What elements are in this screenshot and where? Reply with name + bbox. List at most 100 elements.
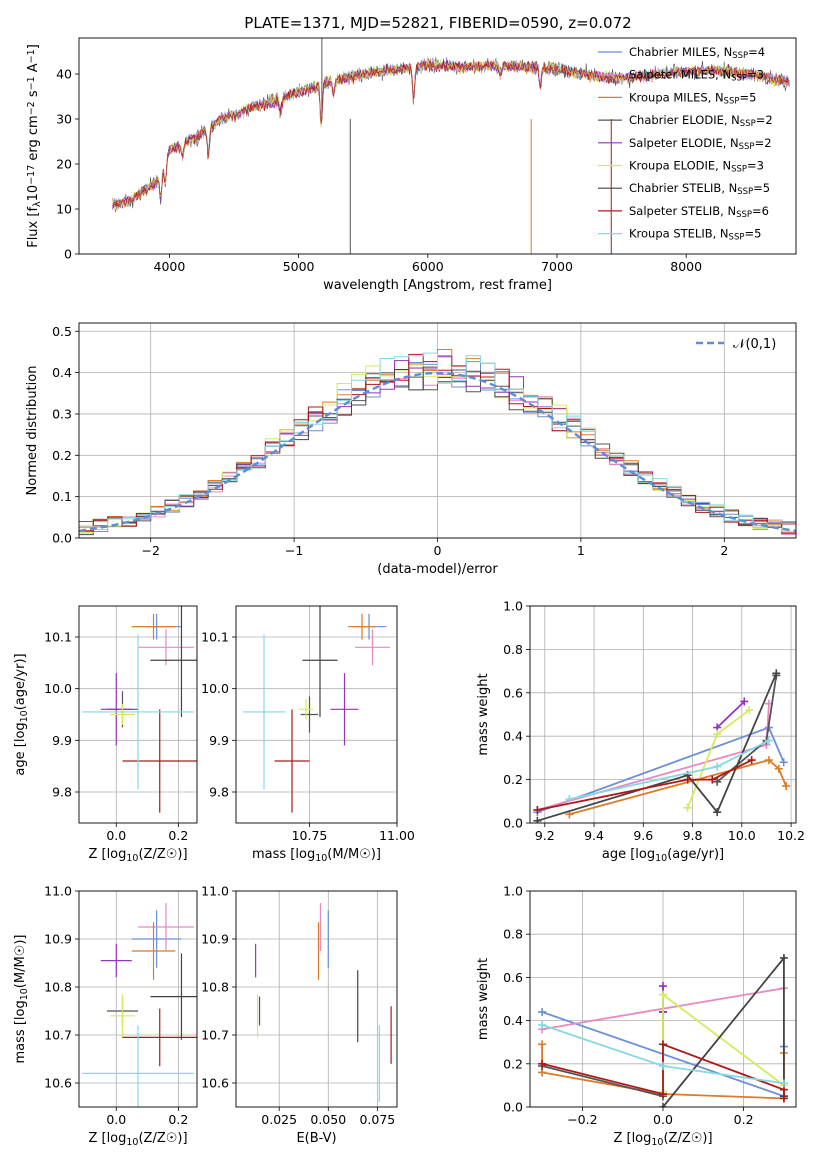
axes-frame [235, 605, 398, 824]
x-tick-label: 8000 [670, 259, 702, 274]
weight-marker [533, 805, 542, 814]
weight-marker [538, 1059, 547, 1068]
x-tick-label: 10.0 [728, 828, 756, 843]
y-axis-label: mass weight [476, 673, 491, 755]
axes-frame [235, 890, 398, 1108]
y-tick-label: 0.2 [503, 1056, 523, 1071]
y-tick-label: 10.7 [44, 1028, 72, 1043]
legend-entry: Chabrier ELODIE, NSSP=2 [629, 113, 773, 129]
panel-mass-vs-ebv: 0.025 0.050 0.075 10.6 10.7 10.8 10.9 11.0 E(B-V… [201, 884, 398, 1146]
spectrum-legend: Chabrier MILES, NSSP=4 Salpeter MILES, NS… [598, 45, 773, 243]
plot-area [112, 38, 790, 254]
y-tick-label: 10.0 [201, 681, 229, 696]
y-tick-label: 10.1 [201, 630, 229, 645]
legend-entry: Kroupa STELIB, NSSP=5 [629, 227, 761, 243]
x-tick-label: 0.0 [106, 828, 126, 843]
y-tick-label: 10 [56, 202, 72, 217]
weight-marker [683, 775, 692, 784]
legend-entry: Salpeter ELODIE, NSSP=2 [629, 136, 772, 152]
weight-line [569, 759, 787, 816]
x-axis-label: E(B-V) [296, 1131, 336, 1146]
y-tick-label: 0.8 [503, 642, 523, 657]
y-axis-label: age [log10(age/yr)] [13, 653, 30, 775]
axes-frame [529, 890, 797, 1108]
x-tick-label: 0.2 [168, 1112, 188, 1127]
panel-spectrum: 4000 5000 6000 7000 8000 0 10 20 30 40 Chabrier MI… [26, 37, 797, 293]
x-tick-label: 0.025 [261, 1112, 297, 1127]
plot-area [79, 349, 796, 536]
histogram-chabrier-elodie [79, 369, 796, 536]
y-tick-label: 20 [56, 157, 72, 172]
weight-marker [779, 1094, 788, 1103]
x-tick-label: 0.050 [310, 1112, 346, 1127]
y-tick-label: 0 [64, 247, 72, 262]
x-tick-label: 5000 [283, 259, 315, 274]
legend-entry: Kroupa ELODIE, NSSP=3 [629, 159, 764, 175]
y-tick-label: 9.8 [209, 785, 229, 800]
y-axis-label: mass weight [476, 958, 491, 1040]
axes-frame [78, 890, 198, 1108]
plot-area [82, 606, 197, 813]
y-tick-label: 0.2 [52, 448, 72, 463]
x-tick-label: 0.2 [168, 828, 188, 843]
x-axis-label: mass [log10(M/M☉)] [252, 847, 381, 864]
y-tick-label: 10.8 [201, 980, 229, 995]
weight-marker [745, 706, 754, 715]
legend-entry: Salpeter STELIB, NSSP=6 [629, 204, 769, 220]
y-tick-label: 0.3 [52, 406, 72, 421]
weight-marker [779, 758, 788, 767]
weight-marker [659, 1103, 667, 1107]
weight-marker [713, 777, 722, 786]
x-tick-label: 0 [434, 543, 442, 558]
y-tick-label: 10.0 [44, 681, 72, 696]
y-tick-label: 1.0 [503, 599, 523, 614]
weight-line [537, 672, 778, 822]
x-tick-label: 0.075 [359, 1112, 395, 1127]
y-tick-label: 0.2 [503, 772, 523, 787]
x-tick-label: 10.75 [292, 828, 328, 843]
weight-line [662, 955, 785, 1107]
weight-marker [683, 803, 692, 812]
panel-age-vs-Z: 0.0 0.2 9.8 9.9 10.0 10.1 Z [log10(Z/Z☉)] age [… [13, 605, 198, 864]
y-axis-label: Normed distribution [25, 366, 40, 496]
x-tick-label: 0.0 [653, 1112, 673, 1127]
weight-marker [659, 1061, 667, 1070]
y-tick-label: 10.8 [44, 980, 72, 995]
weight-marker [659, 1040, 667, 1049]
y-tick-label: 30 [56, 112, 72, 127]
weight-marker [659, 990, 667, 999]
x-tick-label: 9.8 [683, 828, 703, 843]
plot-area [82, 903, 197, 1107]
axes-frame [529, 605, 797, 824]
panel-age-vs-mass: 10.75 11.00 9.8 9.9 10.0 10.1 mass [log10(M/M☉… [201, 605, 415, 864]
weight-marker [740, 697, 749, 706]
axes-frame [78, 322, 797, 539]
x-tick-label: 9.4 [584, 828, 604, 843]
plot-area [243, 606, 390, 813]
y-tick-label: 0.8 [503, 927, 523, 942]
weight-marker [708, 775, 717, 784]
weight-marker [538, 1020, 547, 1029]
weight-marker [533, 816, 542, 823]
weight-marker [538, 1040, 547, 1049]
y-tick-label: 9.9 [52, 733, 72, 748]
panel-mass-vs-Z: 0.0 0.2 10.6 10.7 10.8 10.9 11.0 Z [log10(Z/Z☉)… [13, 884, 198, 1148]
y-tick-label: 11.0 [201, 884, 229, 899]
figure-title: PLATE=1371, MJD=52821, FIBERID=0590, z=0… [244, 14, 631, 32]
y-tick-label: 0.1 [52, 489, 72, 504]
normal-reference-curve [79, 371, 796, 532]
y-tick-label: 10.9 [201, 932, 229, 947]
y-tick-label: 0.6 [503, 970, 523, 985]
weight-marker [779, 1079, 788, 1088]
legend-entry: Salpeter MILES, NSSP=3 [629, 68, 764, 84]
x-tick-label: 6000 [412, 259, 444, 274]
weight-marker [747, 756, 756, 765]
panel-weight-vs-age: 9.2 9.4 9.6 9.8 10.0 10.2 0.0 0.2 0.4 0.6 0.8 1.0 ag… [476, 599, 805, 864]
weight-marker [782, 782, 791, 791]
x-tick-label: 7000 [541, 259, 573, 274]
y-tick-label: 1.0 [503, 884, 523, 899]
weight-line [537, 759, 753, 811]
x-tick-label: −0.2 [567, 1112, 597, 1127]
x-tick-label: 4000 [154, 259, 186, 274]
